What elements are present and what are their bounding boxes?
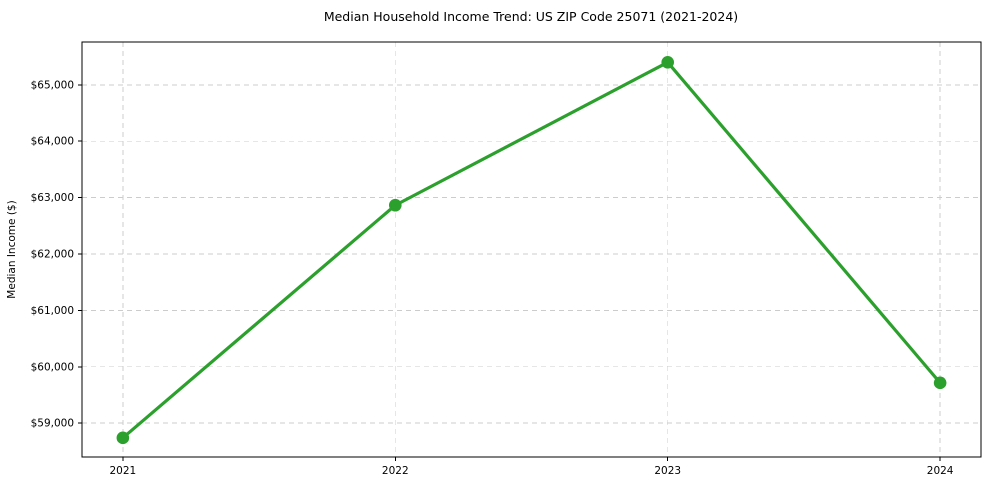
data-series bbox=[116, 55, 947, 445]
x-tick-label: 2022 bbox=[382, 465, 409, 477]
y-tick-label: $62,000 bbox=[31, 249, 74, 261]
axis-ticks: $59,000 $60,000 $61,000 $62,000 $63,000 $64,0… bbox=[31, 79, 954, 477]
plot-frame bbox=[81, 41, 982, 458]
y-tick-label: $59,000 bbox=[31, 418, 74, 430]
y-tick-label: $61,000 bbox=[31, 305, 74, 317]
data-point bbox=[661, 55, 675, 69]
data-point bbox=[388, 198, 402, 212]
data-point bbox=[933, 376, 947, 390]
y-tick-label: $63,000 bbox=[31, 192, 74, 204]
chart-title: Median Household Income Trend: US ZIP Co… bbox=[324, 9, 738, 24]
y-tick-label: $60,000 bbox=[31, 361, 74, 373]
y-tick-label: $64,000 bbox=[31, 136, 74, 148]
x-tick-label: 2021 bbox=[109, 465, 136, 477]
x-tick-label: 2023 bbox=[654, 465, 681, 477]
plot-border bbox=[81, 41, 982, 458]
y-tick-label: $65,000 bbox=[31, 79, 74, 91]
gridlines bbox=[82, 42, 981, 457]
x-tick-label: 2024 bbox=[927, 465, 954, 477]
y-axis-label: Median Income ($) bbox=[6, 200, 18, 298]
data-line bbox=[121, 60, 942, 440]
data-point bbox=[116, 431, 130, 445]
